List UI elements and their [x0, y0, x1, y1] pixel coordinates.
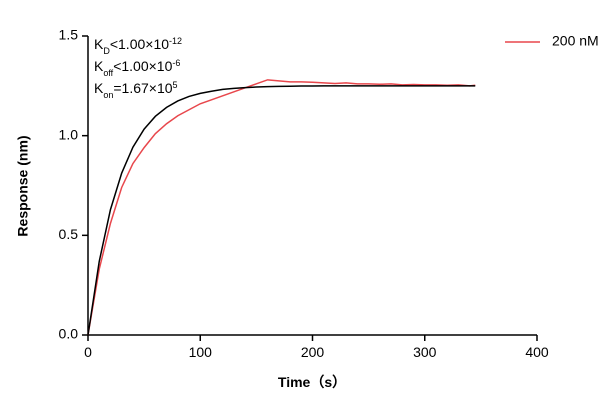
annotation-base: K	[94, 80, 104, 96]
annotation-sup: -6	[172, 58, 180, 68]
annotation-sup: 5	[173, 80, 178, 90]
y-tick-label: 1.5	[59, 27, 79, 43]
annotation: KD<1.00×10-12	[94, 36, 182, 56]
y-tick-label: 1.0	[59, 126, 79, 142]
y-tick-label: 0.0	[59, 326, 79, 342]
annotation-base: K	[94, 36, 104, 52]
annotation-sub: D	[103, 46, 110, 56]
line	[87, 85, 476, 336]
annotation-text: <1.00×10	[110, 36, 169, 52]
x-tick-label: 100	[189, 344, 213, 360]
annotation: Koff<1.00×10-6	[94, 58, 180, 78]
line	[87, 79, 476, 336]
x-tick-label: 400	[525, 344, 549, 360]
annotation-sup: -12	[169, 36, 182, 46]
x-tick-label: 300	[413, 344, 437, 360]
x-tick-label: 0	[84, 344, 92, 360]
legend-label: 200 nM	[552, 33, 599, 49]
annotation-sub: on	[103, 90, 113, 100]
x-axis-title: Time（s）	[278, 374, 346, 390]
annotation-base: K	[94, 58, 104, 74]
annotation-text: <1.00×10	[113, 58, 172, 74]
y-axis-title: Response (nm)	[15, 135, 31, 236]
annotation: Kon=1.67×105	[94, 80, 178, 100]
annotation-sub: off	[103, 68, 113, 78]
y-tick-label: 0.5	[59, 226, 79, 242]
x-tick-label: 200	[301, 344, 325, 360]
annotation-text: =1.67×10	[113, 80, 172, 96]
